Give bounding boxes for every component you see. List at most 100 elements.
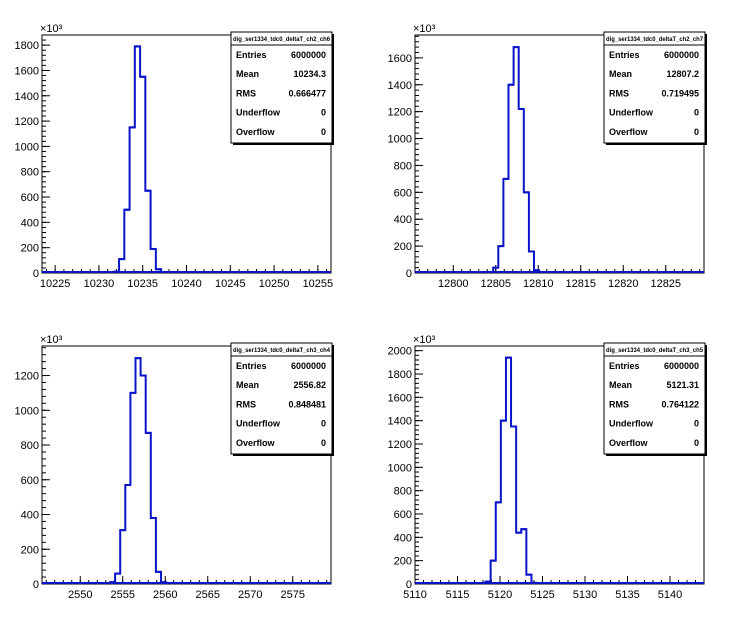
stats-value: 6000000 [664, 50, 699, 60]
x-tick-label: 5115 [446, 589, 470, 601]
stats-box [230, 342, 333, 455]
y-tick-label: 1200 [15, 116, 39, 128]
stats-label: Entries [236, 50, 267, 60]
stats-value: 0 [694, 438, 699, 448]
x-tick-label: 5110 [403, 589, 427, 601]
x-tick-label: 12815 [565, 278, 596, 290]
histogram-pad-3: 0 200 400 600 800 1000 1200 2550 2555 2560 2565 257… [15, 334, 334, 601]
y-tick-label: 2000 [388, 346, 412, 358]
stats-label: Underflow [236, 419, 281, 429]
histogram-pad-4: 0 200 400 600 800 1000 1200 1400 1600 1800 2000 511… [388, 334, 707, 601]
histogram-outline [492, 46, 541, 273]
stats-label: Entries [609, 50, 640, 60]
stats-value: 0 [321, 419, 326, 429]
y-tick-label: 600 [21, 192, 39, 204]
x-tick-label: 12810 [523, 278, 554, 290]
y-tick-label: 1000 [15, 141, 39, 153]
stats-value: 12807.2 [666, 69, 699, 79]
stats-label: Overflow [609, 438, 649, 448]
stats-label: RMS [609, 399, 629, 409]
stats-label: RMS [609, 88, 629, 98]
y-tick-label: 1200 [15, 371, 39, 383]
y-tick-label: 200 [21, 544, 39, 556]
stats-label: Mean [609, 380, 632, 390]
stats-value: 0.719495 [661, 88, 699, 98]
y-tick-label: 800 [394, 486, 412, 498]
y-tick-label: 400 [394, 214, 412, 226]
y-tick-label: 0 [33, 579, 39, 591]
stats-label: Mean [609, 69, 632, 79]
x-tick-label: 2575 [281, 589, 305, 601]
stats-label: Overflow [609, 127, 649, 137]
stats-title: dig_ser1334_tdc0_deltaT_ch2_ch7 [606, 36, 704, 43]
y-tick-label: 1400 [15, 91, 39, 103]
x-tick-label: 12820 [608, 278, 639, 290]
x-tick-label: 12800 [438, 278, 469, 290]
stats-title: dig_ser1334_tdc0_deltaT_ch3_ch4 [233, 347, 331, 354]
y-tick-label: 1000 [388, 134, 412, 146]
y-tick-label: 600 [21, 475, 39, 487]
stats-value: 0 [321, 438, 326, 448]
x-tick-label: 10245 [215, 278, 246, 290]
stats-box [603, 31, 706, 144]
stats-value: 6000000 [291, 361, 326, 371]
x-tick-label: 5125 [530, 589, 554, 601]
stats-value: 0 [321, 108, 326, 118]
y-tick-label: 0 [406, 579, 412, 591]
stats-value: 0.848481 [288, 399, 326, 409]
stats-label: Underflow [609, 108, 654, 118]
x-tick-label: 10235 [127, 278, 158, 290]
stats-label: Entries [609, 361, 640, 371]
y-tick-label: 800 [21, 167, 39, 179]
stats-label: RMS [236, 399, 256, 409]
y-tick-label: 400 [21, 217, 39, 229]
y-tick-label: 1800 [15, 40, 39, 52]
x-tick-label: 5135 [615, 589, 639, 601]
y-tick-label: 200 [394, 241, 412, 253]
stats-value: 0 [694, 108, 699, 118]
y-exponent-label: ×10³ [40, 23, 63, 35]
y-tick-label: 800 [21, 440, 39, 452]
stats-label: Underflow [609, 419, 654, 429]
x-tick-label: 12825 [650, 278, 681, 290]
stats-value: 2556.82 [293, 380, 326, 390]
x-tick-label: 10230 [84, 278, 115, 290]
x-tick-label: 2560 [153, 589, 177, 601]
y-exponent-label: ×10³ [413, 334, 436, 346]
y-tick-label: 400 [394, 532, 412, 544]
stats-label: RMS [236, 88, 256, 98]
stats-value: 0.764122 [661, 399, 699, 409]
y-tick-label: 1600 [15, 65, 39, 77]
x-tick-label: 2570 [238, 589, 262, 601]
y-tick-label: 0 [406, 268, 412, 280]
x-tick-label: 10255 [303, 278, 334, 290]
y-tick-label: 1600 [388, 53, 412, 65]
histogram-pad-2: 0 200 400 600 800 1000 1200 1400 1600 12800 12805 1… [388, 23, 707, 290]
x-tick-label: 10240 [171, 278, 202, 290]
stats-title: dig_ser1334_tdc0_deltaT_ch2_ch6 [233, 36, 331, 43]
stats-label: Overflow [236, 438, 276, 448]
y-tick-label: 1000 [15, 405, 39, 417]
y-tick-label: 800 [394, 160, 412, 172]
y-tick-label: 1200 [388, 439, 412, 451]
y-tick-label: 1200 [388, 107, 412, 119]
stats-value: 6000000 [291, 50, 326, 60]
stats-value: 0 [694, 419, 699, 429]
stats-value: 5121.31 [666, 380, 699, 390]
y-exponent-label: ×10³ [40, 334, 63, 346]
x-tick-label: 5130 [573, 589, 597, 601]
y-tick-label: 600 [394, 509, 412, 521]
stats-value: 10234.3 [293, 69, 326, 79]
stats-value: 0.666477 [288, 88, 326, 98]
x-tick-label: 5120 [488, 589, 512, 601]
stats-value: 6000000 [664, 361, 699, 371]
histogram-outline [484, 356, 538, 584]
y-tick-label: 1800 [388, 369, 412, 381]
stats-box [603, 342, 706, 455]
y-tick-label: 1400 [388, 80, 412, 92]
stats-label: Entries [236, 361, 267, 371]
y-tick-label: 200 [394, 556, 412, 568]
stats-box [230, 31, 333, 144]
histogram-outline [109, 357, 168, 584]
